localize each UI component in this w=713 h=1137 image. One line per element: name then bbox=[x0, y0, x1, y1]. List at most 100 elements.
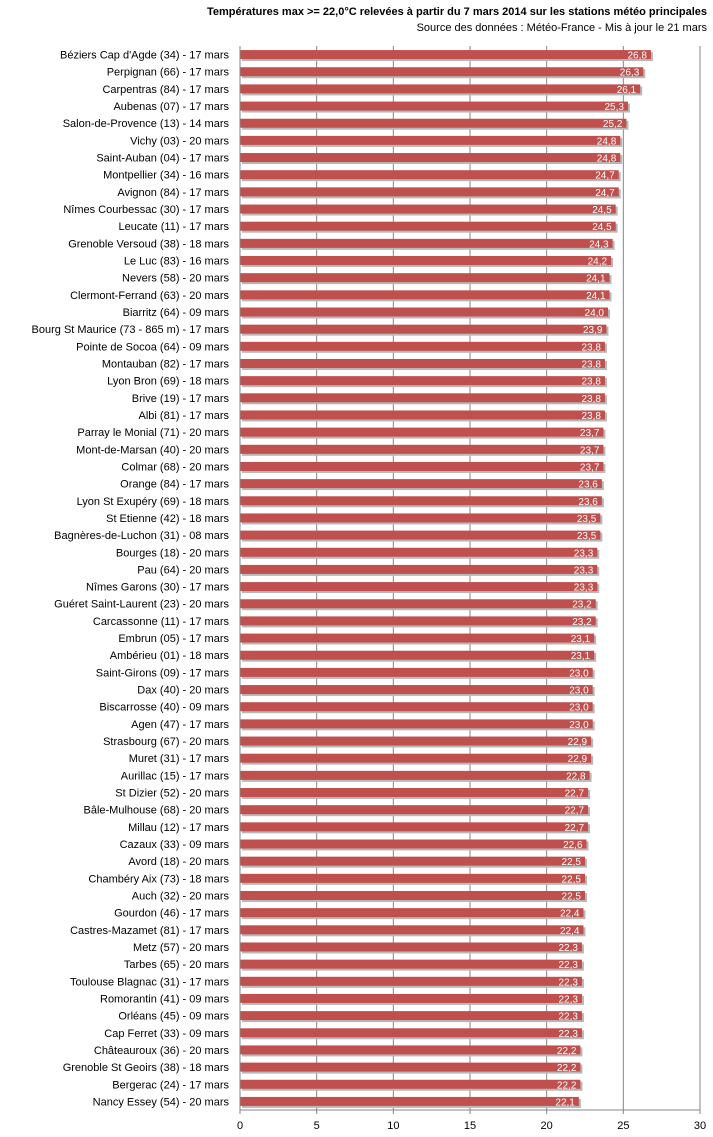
bar bbox=[240, 513, 601, 523]
value-label: 23,1 bbox=[571, 634, 591, 645]
value-label: 24,1 bbox=[586, 291, 606, 302]
category-label: Avignon (84) - 17 mars bbox=[117, 187, 229, 199]
bar bbox=[240, 925, 584, 935]
value-label: 23,0 bbox=[569, 686, 589, 697]
bar bbox=[240, 719, 593, 729]
bar bbox=[240, 84, 641, 94]
category-label: Tarbes (65) - 20 mars bbox=[124, 959, 230, 971]
value-label: 23,5 bbox=[577, 531, 597, 542]
bar bbox=[240, 908, 584, 918]
bar bbox=[240, 118, 627, 128]
value-label: 22,4 bbox=[560, 926, 580, 937]
bar bbox=[240, 307, 608, 317]
category-label: Toulouse Blagnac (31) - 17 mars bbox=[70, 976, 229, 988]
bar bbox=[240, 101, 628, 111]
value-label: 22,2 bbox=[557, 1080, 577, 1091]
value-label: 23,3 bbox=[574, 583, 594, 594]
value-label: 23,2 bbox=[572, 617, 592, 628]
value-label: 23,8 bbox=[581, 359, 601, 370]
value-label: 25,2 bbox=[603, 119, 623, 130]
value-label: 23,8 bbox=[581, 394, 601, 405]
value-label: 23,7 bbox=[580, 462, 600, 473]
bar bbox=[240, 67, 644, 77]
category-label: Pointe de Socoa (64) - 09 mars bbox=[76, 341, 229, 353]
value-label: 22,4 bbox=[560, 909, 580, 920]
value-label: 23,1 bbox=[571, 651, 591, 662]
category-label: Biscarrosse (40) - 09 mars bbox=[99, 702, 229, 714]
category-label: Leucate (11) - 17 mars bbox=[119, 221, 230, 233]
value-label: 23,9 bbox=[583, 325, 603, 336]
category-label: Grenoble Versoud (38) - 18 mars bbox=[68, 238, 229, 250]
value-label: 22,5 bbox=[562, 891, 582, 902]
bar bbox=[240, 993, 582, 1003]
bar bbox=[240, 976, 582, 986]
value-label: 23,0 bbox=[569, 668, 589, 679]
bar bbox=[240, 204, 616, 214]
value-label: 22,7 bbox=[565, 806, 585, 817]
category-label: Vichy (03) - 20 mars bbox=[130, 135, 229, 147]
bar bbox=[240, 410, 605, 420]
value-label: 26,8 bbox=[627, 51, 647, 62]
value-label: 24,5 bbox=[592, 222, 612, 233]
category-label: Bagnères-de-Luchon (31) - 08 mars bbox=[54, 530, 229, 542]
bar bbox=[240, 153, 621, 163]
bar bbox=[240, 805, 589, 815]
category-label: Metz (57) - 20 mars bbox=[133, 942, 229, 954]
x-tick-label: 10 bbox=[387, 1120, 399, 1132]
bar bbox=[240, 238, 613, 248]
value-label: 23,0 bbox=[569, 720, 589, 731]
value-label: 22,5 bbox=[562, 874, 582, 885]
category-label: St Dizier (52) - 20 mars bbox=[115, 788, 229, 800]
category-label: Pau (64) - 20 mars bbox=[137, 564, 229, 576]
value-label: 24,5 bbox=[592, 205, 612, 216]
value-label: 22,2 bbox=[557, 1063, 577, 1074]
category-label: Grenoble St Geoirs (38) - 18 mars bbox=[63, 1062, 230, 1074]
bar bbox=[240, 890, 585, 900]
category-label: Brive (19) - 17 mars bbox=[132, 393, 230, 405]
bar bbox=[240, 341, 605, 351]
value-label: 24,7 bbox=[595, 188, 615, 199]
value-label: 23,3 bbox=[574, 548, 594, 559]
value-label: 23,3 bbox=[574, 565, 594, 576]
value-label: 23,6 bbox=[578, 497, 598, 508]
value-labels-layer: 26,8 26,3 26,1 25,3 25,2 24,8 24,8 24,7 24,7 24,5… bbox=[555, 51, 647, 1109]
value-label: 22,3 bbox=[558, 943, 578, 954]
bar bbox=[240, 770, 590, 780]
value-label: 22,3 bbox=[558, 977, 578, 988]
bar bbox=[240, 393, 605, 403]
category-label: Embrun (05) - 17 mars bbox=[118, 633, 229, 645]
category-label: Carpentras (84) - 17 mars bbox=[102, 84, 229, 96]
bar bbox=[240, 427, 604, 437]
value-label: 22,2 bbox=[557, 1046, 577, 1057]
bar bbox=[240, 479, 602, 489]
bar bbox=[240, 1096, 579, 1106]
value-label: 23,7 bbox=[580, 428, 600, 439]
bar bbox=[240, 564, 598, 574]
category-label: Castres-Mazamet (81) - 17 mars bbox=[70, 925, 229, 937]
bar bbox=[240, 1011, 582, 1021]
bar bbox=[240, 170, 619, 180]
bar bbox=[240, 736, 592, 746]
category-label: Gourdon (46) - 17 mars bbox=[114, 908, 229, 920]
bar bbox=[240, 1062, 581, 1072]
bars-layer bbox=[240, 50, 653, 1108]
bar bbox=[240, 461, 604, 471]
bar bbox=[240, 633, 595, 643]
bar bbox=[240, 256, 612, 266]
category-label: Bourges (18) - 20 mars bbox=[116, 547, 230, 559]
value-label: 22,7 bbox=[565, 789, 585, 800]
bar bbox=[240, 702, 593, 712]
bar bbox=[240, 753, 592, 763]
bar bbox=[240, 685, 593, 695]
value-label: 22,7 bbox=[565, 823, 585, 834]
category-label: Le Luc (83) - 16 mars bbox=[124, 256, 230, 268]
value-label: 23,8 bbox=[581, 342, 601, 353]
value-label: 22,1 bbox=[555, 1097, 575, 1108]
bar bbox=[240, 376, 605, 386]
x-tick-label: 0 bbox=[237, 1120, 243, 1132]
bar bbox=[240, 187, 619, 197]
category-label: Millau (12) - 17 mars bbox=[128, 822, 229, 834]
value-label: 22,3 bbox=[558, 1012, 578, 1023]
axis-layer: 0 5 10 15 20 25 30 bbox=[237, 46, 706, 1132]
